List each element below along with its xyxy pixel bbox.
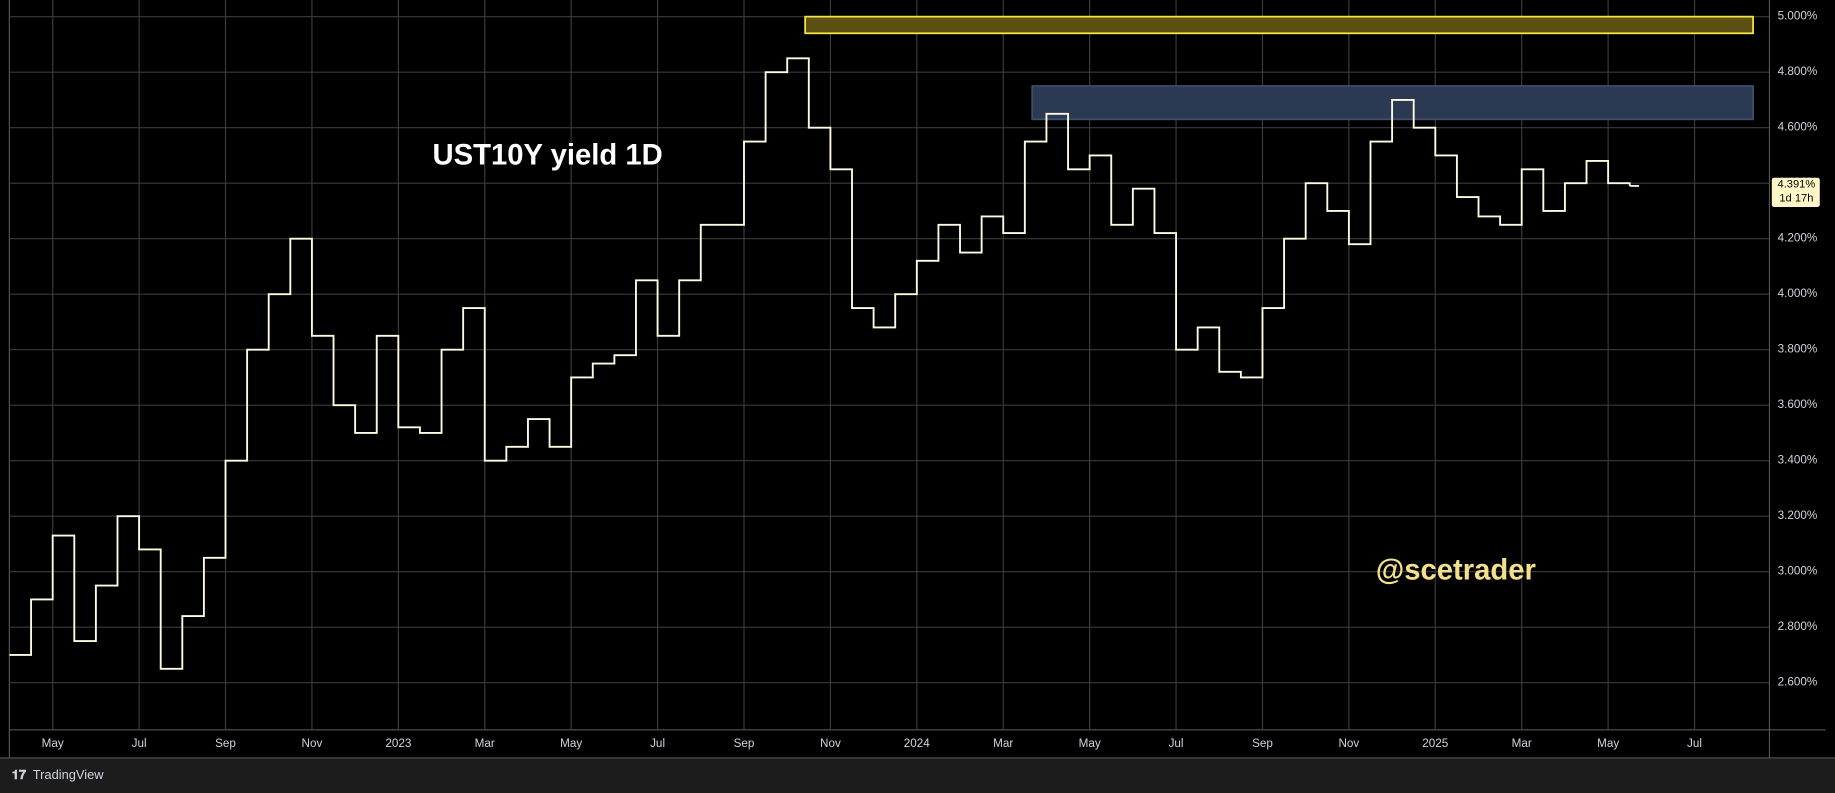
plot (9, 57, 1640, 670)
x-tick-label: 2024 (904, 737, 931, 750)
x-tick-label: Jul (1169, 737, 1184, 750)
y-tick-label: 2.800% (1778, 620, 1818, 633)
y-tick-label: 3.400% (1778, 454, 1818, 467)
y-tick-label: 3.200% (1778, 509, 1818, 522)
footer-bar (0, 757, 1835, 793)
x-tick-label: Sep (215, 737, 236, 750)
x-tick-label: Nov (302, 737, 323, 750)
footer-brand: TradingView (33, 767, 104, 782)
y-tick-label: 4.600% (1778, 121, 1818, 134)
x-tick-label: Jul (1687, 737, 1702, 750)
x-tick-label: Jul (650, 737, 665, 750)
x-tick-label: May (560, 737, 582, 750)
x-tick-label: Sep (734, 737, 755, 750)
y-tick-label: 3.000% (1778, 565, 1818, 578)
y-tick-label: 3.800% (1778, 343, 1818, 356)
y-tick-label: 4.800% (1778, 65, 1818, 78)
watermark: @scetrader (1376, 555, 1536, 587)
countdown-label: 1d 17h (1779, 193, 1813, 205)
x-tick-label: May (42, 737, 64, 750)
price-line (9, 57, 1631, 670)
price-tag (1771, 177, 1820, 207)
x-tick-label: 2023 (385, 737, 411, 750)
x-tick-label: May (1079, 737, 1101, 750)
x-tick-label: 2025 (1422, 737, 1449, 750)
chart-title: UST10Y yield 1D (433, 139, 663, 171)
x-tick-label: Mar (993, 737, 1013, 750)
x-tick-label: Mar (475, 737, 495, 750)
y-tick-label: 2.600% (1778, 676, 1818, 689)
x-tick-label: Jul (132, 737, 147, 750)
grid (9, 0, 1770, 730)
x-tick-label: Sep (1252, 737, 1273, 750)
x-tick-label: Nov (1338, 737, 1359, 750)
x-tick-label: Mar (1512, 737, 1532, 750)
y-tick-label: 4.000% (1778, 287, 1818, 300)
x-tick-label: Nov (820, 737, 841, 750)
y-tick-label: 4.200% (1778, 232, 1818, 245)
x-tick-label: May (1597, 737, 1619, 750)
zone (804, 15, 1754, 35)
price-tag-label: 4.391% (1778, 179, 1816, 191)
logo-mark: 𝟏𝟕 (12, 767, 27, 782)
y-tick-label: 5.000% (1778, 10, 1818, 23)
y-tick-label: 3.600% (1778, 398, 1818, 411)
